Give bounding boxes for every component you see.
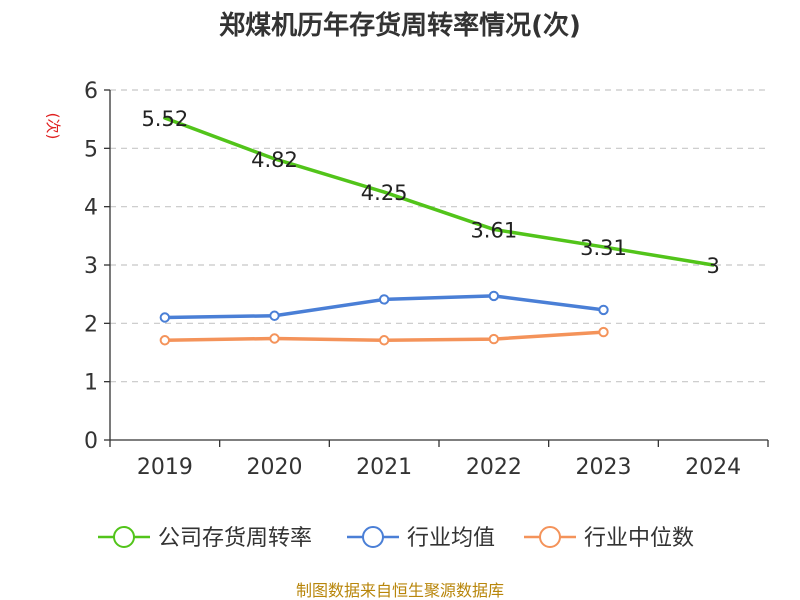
y-axis-unit-label: (次) [44, 113, 62, 140]
y-tick-label: 4 [84, 196, 98, 221]
legend-item[interactable]: 公司存货周转率 [98, 526, 312, 551]
data-label: 4.82 [251, 148, 298, 172]
series-point[interactable] [159, 312, 171, 323]
legend-circle-icon [362, 526, 384, 548]
data-label: 3 [706, 254, 719, 278]
data-label: 5.52 [141, 107, 188, 131]
series-point[interactable] [598, 326, 609, 338]
axes: 0 1 2 3 4 5 6 2019 2020 2021 2022 2023 2024 [84, 79, 769, 480]
y-tick-label: 2 [84, 312, 98, 337]
x-tick-label: 2019 [137, 455, 193, 480]
data-label: 4.25 [361, 181, 408, 205]
data-source-footer: 制图数据来自恒生聚源数据库 [296, 581, 504, 600]
legend[interactable]: 公司存货周转率 行业均值 行业中位数 [98, 526, 694, 551]
series-point[interactable] [269, 333, 280, 344]
data-label: 3.31 [580, 236, 627, 260]
legend-item[interactable]: 行业中位数 [524, 526, 694, 551]
legend-circle-icon [539, 526, 561, 548]
y-tick-label: 6 [84, 79, 98, 104]
legend-item[interactable]: 行业均值 [347, 526, 495, 551]
x-tick-label: 2022 [466, 455, 522, 480]
series-point[interactable] [378, 335, 390, 346]
legend-label: 公司存货周转率 [158, 526, 312, 551]
data-label: 3.61 [470, 218, 517, 242]
series-point[interactable] [488, 290, 500, 302]
y-tick-label: 3 [84, 254, 98, 279]
series-layer [159, 116, 715, 346]
legend-label: 行业均值 [407, 526, 495, 551]
x-tick-label: 2020 [247, 455, 303, 480]
series-line [163, 116, 715, 267]
x-tick-label: 2023 [576, 455, 632, 480]
y-tick-label: 1 [84, 371, 98, 396]
series-point[interactable] [488, 333, 500, 345]
series-point[interactable] [269, 310, 280, 321]
legend-label: 行业中位数 [584, 526, 694, 551]
series-point[interactable] [378, 294, 390, 305]
data-labels: 5.52 4.82 4.25 3.61 3.31 3 [141, 107, 719, 278]
y-tick-label: 0 [84, 429, 98, 454]
series-point[interactable] [598, 304, 609, 316]
legend-circle-icon [113, 526, 135, 548]
x-tick-label: 2021 [356, 455, 412, 480]
chart-title: 郑煤机历年存货周转率情况(次) [219, 10, 581, 41]
x-tick-label: 2024 [685, 455, 741, 480]
y-tick-label: 5 [84, 137, 98, 162]
series-point[interactable] [159, 335, 171, 346]
